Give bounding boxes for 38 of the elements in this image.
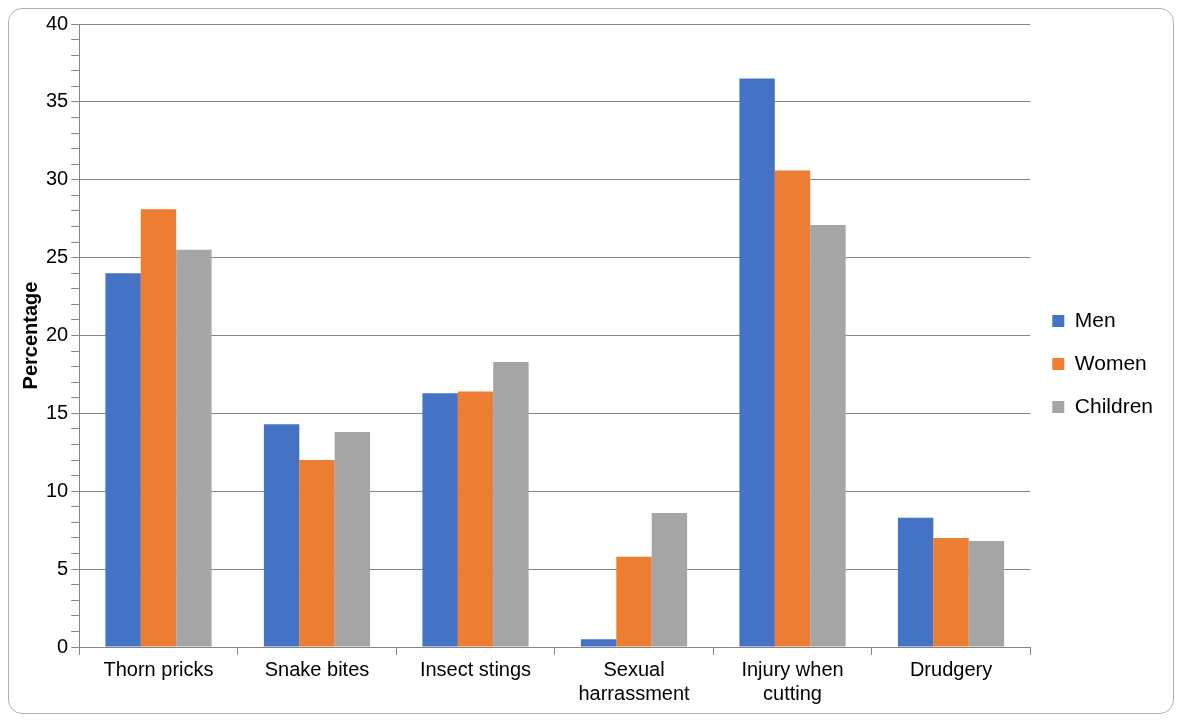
bar xyxy=(493,361,529,647)
chart-frame: Percentage Men Women Children Thorn pricks Snake bites Insect stings Sexual harrassment Injury when cutting Drudgery 0 5 10 15 20 25 30 35 40 xyxy=(8,8,1174,714)
bar xyxy=(774,170,811,647)
bar xyxy=(263,424,300,647)
y-tick-label: 15 xyxy=(46,400,69,423)
bar xyxy=(580,639,617,647)
y-tick-label: 0 xyxy=(57,634,69,657)
bar xyxy=(739,78,775,647)
y-tick-label: 25 xyxy=(46,245,69,268)
x-tick-label: Injury when cutting xyxy=(741,657,844,704)
bar xyxy=(810,224,846,647)
bar xyxy=(897,517,934,647)
y-tick-label: 35 xyxy=(46,89,69,112)
y-tick-label: 10 xyxy=(46,478,69,501)
legend-label: Women xyxy=(1074,350,1147,374)
bar xyxy=(422,393,458,647)
x-tick-label: Sexual harrassment xyxy=(578,657,691,704)
bar xyxy=(933,537,969,647)
bar xyxy=(105,273,141,647)
legend-label: Children xyxy=(1074,393,1154,417)
x-tick-label: Snake bites xyxy=(264,657,370,680)
y-tick-label: 30 xyxy=(46,167,69,190)
legend-label: Men xyxy=(1074,307,1116,331)
y-tick-label: 5 xyxy=(57,556,69,579)
bar xyxy=(616,556,652,647)
y-tick-label: 40 xyxy=(46,11,69,34)
bar xyxy=(140,209,177,647)
bar xyxy=(457,391,494,647)
y-tick-label: 20 xyxy=(46,323,69,346)
y-axis-title: Percentage xyxy=(18,281,41,390)
x-tick-label: Thorn pricks xyxy=(103,657,214,680)
bar xyxy=(299,460,335,647)
x-tick-label: Drudgery xyxy=(909,657,993,680)
bar xyxy=(334,432,371,647)
bar xyxy=(968,541,1005,647)
bar xyxy=(651,513,688,647)
x-tick-label: Insect stings xyxy=(419,657,532,680)
bar xyxy=(176,249,212,647)
